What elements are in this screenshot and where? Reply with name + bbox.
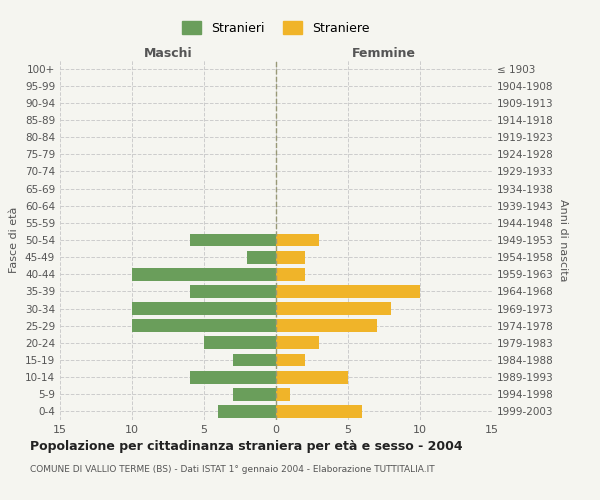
- Bar: [276, 234, 319, 246]
- Bar: [132, 302, 276, 315]
- Bar: [132, 320, 276, 332]
- Bar: [233, 388, 276, 400]
- Bar: [276, 285, 420, 298]
- Bar: [276, 354, 305, 366]
- Bar: [190, 285, 276, 298]
- Bar: [276, 320, 377, 332]
- Text: Maschi: Maschi: [143, 47, 193, 60]
- Text: Popolazione per cittadinanza straniera per età e sesso - 2004: Popolazione per cittadinanza straniera p…: [30, 440, 463, 453]
- Bar: [276, 250, 305, 264]
- Bar: [233, 354, 276, 366]
- Y-axis label: Fasce di età: Fasce di età: [10, 207, 19, 273]
- Bar: [276, 336, 319, 349]
- Bar: [218, 405, 276, 418]
- Bar: [276, 302, 391, 315]
- Bar: [276, 405, 362, 418]
- Bar: [247, 250, 276, 264]
- Bar: [276, 370, 348, 384]
- Bar: [190, 370, 276, 384]
- Bar: [276, 388, 290, 400]
- Legend: Stranieri, Straniere: Stranieri, Straniere: [178, 16, 374, 40]
- Y-axis label: Anni di nascita: Anni di nascita: [557, 198, 568, 281]
- Bar: [132, 268, 276, 280]
- Bar: [204, 336, 276, 349]
- Text: Femmine: Femmine: [352, 47, 416, 60]
- Bar: [276, 268, 305, 280]
- Text: COMUNE DI VALLIO TERME (BS) - Dati ISTAT 1° gennaio 2004 - Elaborazione TUTTITAL: COMUNE DI VALLIO TERME (BS) - Dati ISTAT…: [30, 465, 434, 474]
- Bar: [190, 234, 276, 246]
